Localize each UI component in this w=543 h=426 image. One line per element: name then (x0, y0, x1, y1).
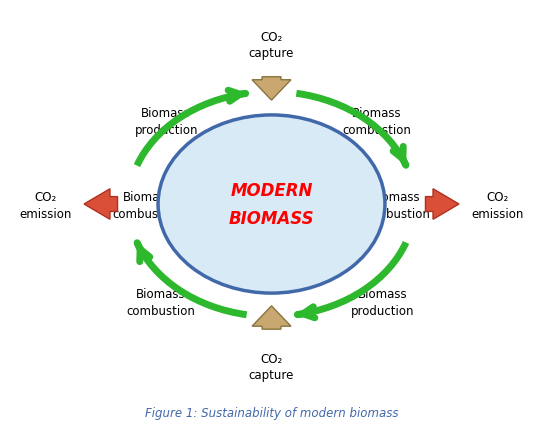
Text: combustion: combustion (127, 304, 195, 317)
FancyArrow shape (252, 78, 291, 101)
Text: CO₂: CO₂ (35, 190, 57, 203)
Text: emission: emission (20, 207, 72, 220)
Text: combustion: combustion (343, 124, 411, 137)
FancyArrow shape (252, 306, 291, 329)
Text: CO₂: CO₂ (261, 31, 282, 44)
Text: Figure 1: Sustainability of modern biomass: Figure 1: Sustainability of modern bioma… (145, 406, 398, 419)
FancyArrow shape (426, 189, 459, 220)
Text: combustion: combustion (361, 207, 430, 220)
Circle shape (158, 115, 385, 294)
Text: Biomass: Biomass (122, 190, 172, 203)
Text: Biomass: Biomass (136, 287, 186, 300)
Text: capture: capture (249, 46, 294, 60)
Text: Biomass: Biomass (357, 287, 407, 300)
Text: Biomass: Biomass (371, 190, 421, 203)
Text: emission: emission (471, 207, 523, 220)
Text: production: production (350, 304, 414, 317)
Text: MODERN: MODERN (230, 182, 313, 200)
Text: production: production (135, 124, 198, 137)
Text: CO₂: CO₂ (486, 190, 508, 203)
Text: capture: capture (249, 368, 294, 381)
FancyArrow shape (84, 189, 117, 220)
Text: CO₂: CO₂ (261, 353, 282, 366)
Text: combustion: combustion (113, 207, 182, 220)
Text: Biomass: Biomass (352, 107, 402, 120)
Text: BIOMASS: BIOMASS (229, 209, 314, 227)
Text: Biomass: Biomass (141, 107, 191, 120)
